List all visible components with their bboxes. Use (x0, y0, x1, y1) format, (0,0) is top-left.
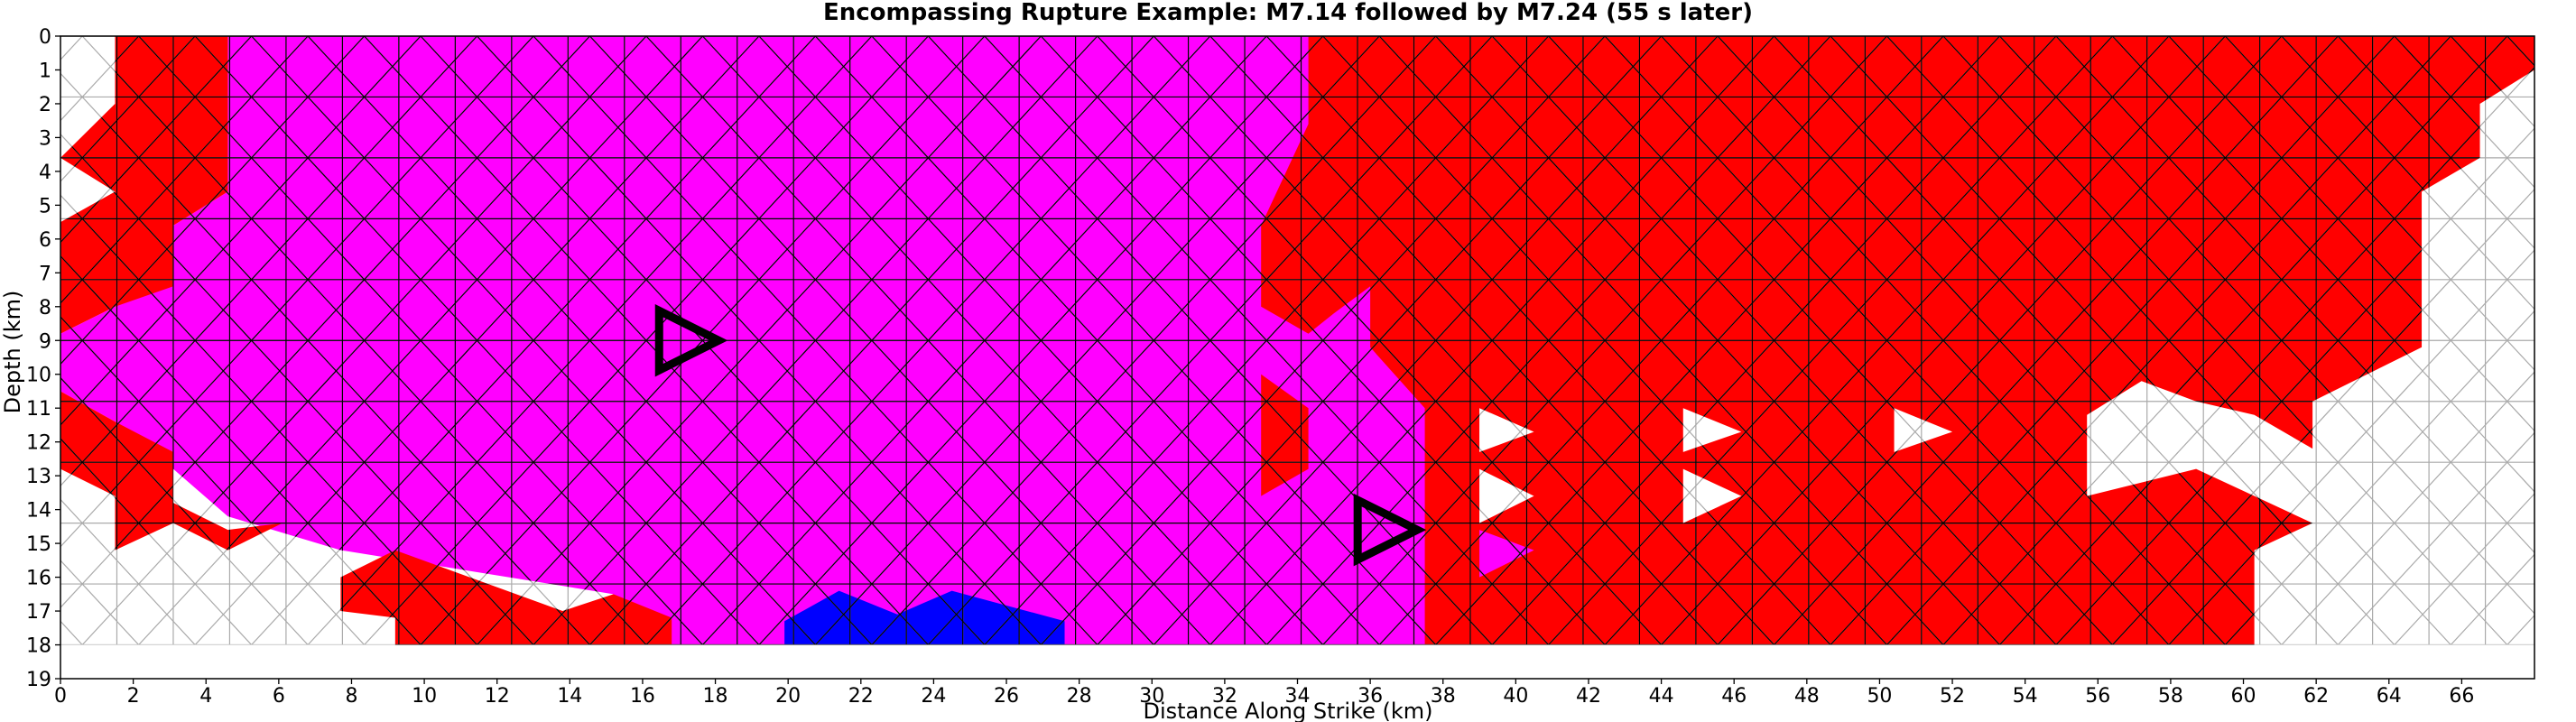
x-tick-label: 32 (1212, 685, 1237, 708)
rupture-region-second-event (784, 590, 1065, 645)
rupture-region-first-event (340, 550, 672, 645)
x-tick-label: 60 (2231, 685, 2256, 708)
rupture-region-unruptured (1682, 468, 1742, 523)
x-tick-label: 26 (994, 685, 1019, 708)
x-tick-label: 8 (345, 685, 357, 708)
x-tick-label: 20 (775, 685, 801, 708)
x-tick-label: 34 (1285, 685, 1311, 708)
x-tick-label: 54 (2013, 685, 2038, 708)
rupture-region-first-event (60, 36, 228, 334)
rupture-region-unruptured (1479, 468, 1534, 523)
x-tick-label: 64 (2377, 685, 2402, 708)
rupture-region-unruptured (1479, 408, 1534, 452)
plot-area (60, 35, 2535, 680)
y-tick-label: 7 (39, 263, 51, 285)
y-tick-label: 6 (39, 229, 51, 252)
y-tick-label: 0 (39, 26, 51, 49)
y-tick-label: 3 (39, 127, 51, 150)
y-tick-label: 19 (26, 669, 51, 691)
y-tick-label: 18 (26, 635, 51, 658)
y-tick-label: 11 (26, 398, 51, 421)
y-tick-label: 13 (26, 466, 51, 488)
x-tick-label: 40 (1503, 685, 1528, 708)
y-tick-label: 2 (39, 94, 51, 116)
x-tick-label: 4 (199, 685, 212, 708)
x-axis: 0 2 4 6 8 10 12 14 16 18 20 22 24 26 28 30 32 34 36 38 40 42 4… (54, 679, 2474, 708)
x-tick-label: 58 (2158, 685, 2183, 708)
rupture-region-first-event (1261, 374, 1309, 496)
x-tick-label: 2 (127, 685, 140, 708)
x-tick-label: 0 (54, 685, 67, 708)
y-tick-label: 15 (26, 533, 51, 556)
x-tick-label: 52 (1940, 685, 1965, 708)
x-tick-label: 12 (485, 685, 510, 708)
x-tick-label: 46 (1721, 685, 1747, 708)
y-tick-label: 16 (26, 568, 51, 590)
x-tick-label: 38 (1431, 685, 1456, 708)
x-tick-label: 22 (848, 685, 874, 708)
y-tick-label: 9 (39, 330, 51, 353)
x-tick-label: 24 (921, 685, 946, 708)
x-tick-label: 18 (703, 685, 728, 708)
hypocenter-marker (1353, 493, 1427, 567)
x-tick-label: 16 (630, 685, 655, 708)
x-axis-label: Distance Along Strike (km) (1143, 699, 1432, 722)
y-axis-label: Depth (km) (0, 291, 25, 414)
x-tick-label: 14 (557, 685, 582, 708)
y-tick-label: 17 (26, 601, 51, 624)
y-tick-label: 8 (39, 297, 51, 319)
x-tick-label: 48 (1794, 685, 1820, 708)
x-tick-label: 30 (1139, 685, 1164, 708)
chart-title: Encompassing Rupture Example: M7.14 foll… (823, 0, 1753, 26)
x-tick-label: 6 (273, 685, 285, 708)
hypocenter-marker (654, 303, 728, 377)
y-tick-label: 1 (39, 60, 51, 82)
x-tick-label: 36 (1357, 685, 1383, 708)
y-tick-label: 12 (26, 432, 51, 455)
x-tick-label: 42 (1576, 685, 1601, 708)
y-tick-label: 10 (26, 365, 51, 387)
x-tick-label: 50 (1867, 685, 1892, 708)
rupture-region-first-event (60, 391, 283, 551)
y-tick-label: 4 (39, 162, 51, 184)
y-tick-label: 14 (26, 500, 51, 523)
x-tick-label: 62 (2303, 685, 2329, 708)
x-tick-label: 10 (412, 685, 437, 708)
rupture-region-unruptured (1894, 408, 1953, 452)
x-tick-label: 44 (1649, 685, 1674, 708)
x-tick-label: 56 (2085, 685, 2110, 708)
rupture-region-both-events (1479, 530, 1534, 578)
x-tick-label: 66 (2449, 685, 2474, 708)
x-tick-label: 28 (1067, 685, 1092, 708)
y-tick-label: 5 (39, 195, 51, 218)
